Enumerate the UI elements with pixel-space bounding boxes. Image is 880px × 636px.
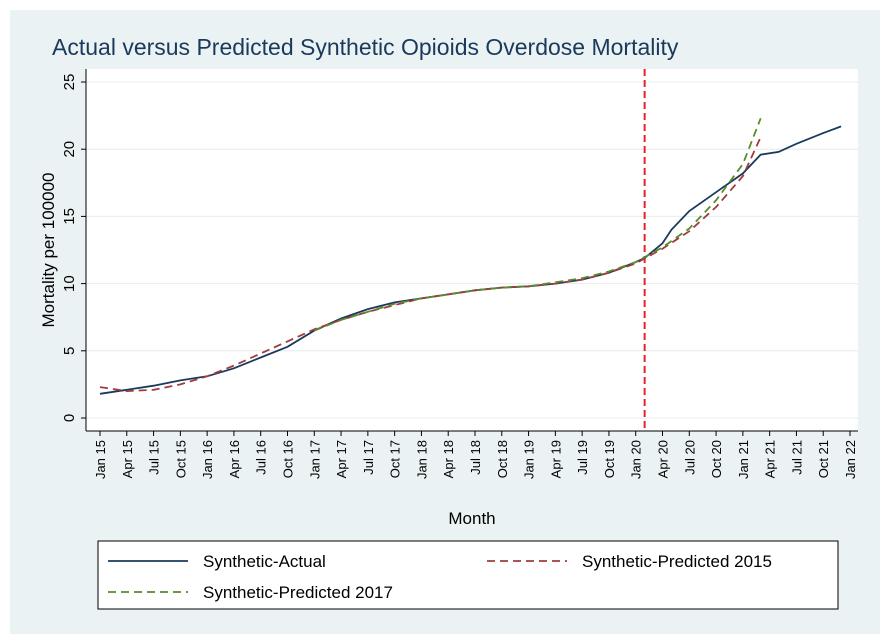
series-line-2 xyxy=(99,136,762,393)
x-tick-label: Apr 17 xyxy=(334,440,349,478)
x-tick-label: Jan 17 xyxy=(307,440,322,479)
x-axis: Jan 15 Apr 15 Jul 15 Oct 15 Jan 16 Apr 16 Jul … xyxy=(86,430,858,479)
y-axis-label: Mortality per 100000 xyxy=(39,173,58,328)
x-tick-label: Jul 21 xyxy=(789,440,804,475)
x-tick-label: Jul 18 xyxy=(468,440,483,475)
x-tick-label: Jan 18 xyxy=(414,440,429,479)
y-tick-label: 15 xyxy=(61,208,78,225)
x-tick-label: Jul 20 xyxy=(682,440,697,475)
x-tick-label: Jan 20 xyxy=(629,440,644,479)
x-tick-label: Oct 21 xyxy=(816,440,831,478)
x-tick-label: Oct 18 xyxy=(495,440,510,478)
x-tick-label: Jan 22 xyxy=(843,440,858,479)
y-tick-label: 20 xyxy=(61,141,78,158)
legend-items: Synthetic-Actual Synthetic-Predicted 2015… xyxy=(108,552,772,602)
y-tick-label: 25 xyxy=(61,74,78,91)
y-tick-label: 0 xyxy=(61,414,78,422)
legend: Synthetic-Actual Synthetic-Predicted 2015… xyxy=(97,540,839,610)
legend-box xyxy=(97,540,839,610)
x-tick-label: Apr 20 xyxy=(656,440,671,478)
x-tick-label: Jan 15 xyxy=(93,440,108,479)
x-tick-label: Jan 16 xyxy=(200,440,215,479)
x-tick-label: Jan 19 xyxy=(522,440,537,479)
x-tick-label: Apr 15 xyxy=(120,440,135,478)
x-tick-label: Oct 19 xyxy=(602,440,617,478)
y-tick-label: 5 xyxy=(61,347,78,355)
chart-title: Actual versus Predicted Synthetic Opioid… xyxy=(52,34,679,60)
legend-label: Synthetic-Predicted 2015 xyxy=(582,552,772,571)
x-tick-label: Jul 16 xyxy=(254,440,269,475)
x-axis-label: Month xyxy=(448,509,495,528)
legend-label: Synthetic-Predicted 2017 xyxy=(203,583,393,602)
x-tick-label: Apr 18 xyxy=(441,440,456,478)
series-line-3 xyxy=(313,117,762,332)
x-tick-label: Oct 20 xyxy=(709,440,724,478)
y-tick-label: 10 xyxy=(61,275,78,292)
gridlines xyxy=(86,81,858,419)
x-tick-label: Apr 21 xyxy=(763,440,778,478)
x-tick-label: Jul 17 xyxy=(361,440,376,475)
x-tick-label: Oct 15 xyxy=(173,440,188,478)
y-axis: 0 5 10 15 20 25 xyxy=(61,69,87,431)
x-tick-label: Oct 16 xyxy=(281,440,296,478)
plot-area xyxy=(86,69,858,431)
series-lines xyxy=(99,117,842,395)
x-tick-label: Oct 17 xyxy=(388,440,403,478)
legend-label: Synthetic-Actual xyxy=(203,552,326,571)
x-tick-label: Jul 19 xyxy=(575,440,590,475)
x-tick-label: Jan 21 xyxy=(736,440,751,479)
x-tick-label: Apr 16 xyxy=(227,440,242,478)
x-tick-label: Apr 19 xyxy=(548,440,563,478)
x-tick-label: Jul 15 xyxy=(147,440,162,475)
